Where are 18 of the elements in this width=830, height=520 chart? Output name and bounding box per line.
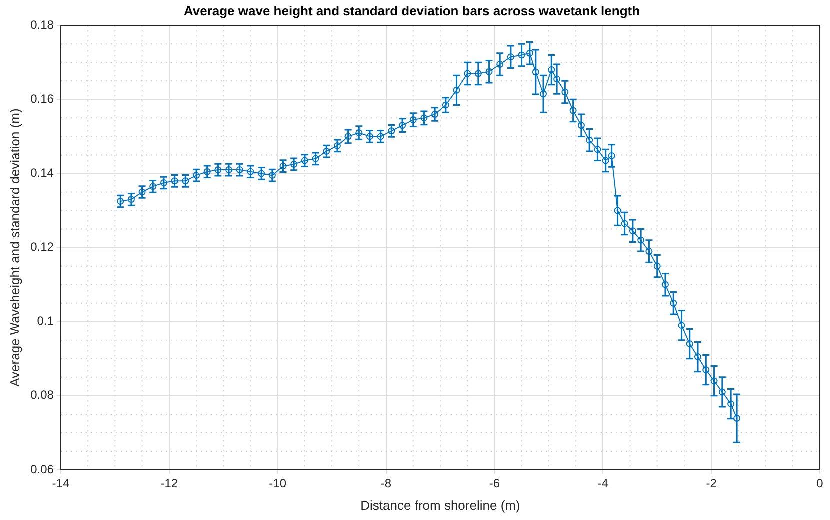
x-axis-title: Distance from shoreline (m) (360, 498, 520, 513)
x-tick-label: -6 (489, 476, 500, 491)
x-tick-label: -10 (269, 476, 287, 491)
y-axis-title: Average Waveheight and standard deviation (m) (7, 108, 22, 387)
x-tick-label: -2 (706, 476, 718, 491)
y-tick-label: 0.18 (30, 18, 54, 32)
x-tick-label: -12 (160, 476, 178, 491)
y-tick-label: 0.08 (30, 388, 54, 402)
y-tick-label: 0.12 (30, 240, 54, 254)
y-tick-label: 0.06 (30, 462, 54, 476)
y-tick-label: 0.1 (37, 314, 54, 328)
x-tick-label: -8 (380, 476, 392, 491)
y-tick-label: 0.14 (30, 166, 54, 180)
y-tick-label: 0.16 (30, 92, 54, 106)
x-tick-label: -4 (598, 476, 609, 491)
x-tick-label: -14 (52, 476, 70, 491)
chart-title: Average wave height and standard deviation bars across wavetank length (184, 3, 640, 18)
x-tick-label: 0 (816, 476, 824, 491)
